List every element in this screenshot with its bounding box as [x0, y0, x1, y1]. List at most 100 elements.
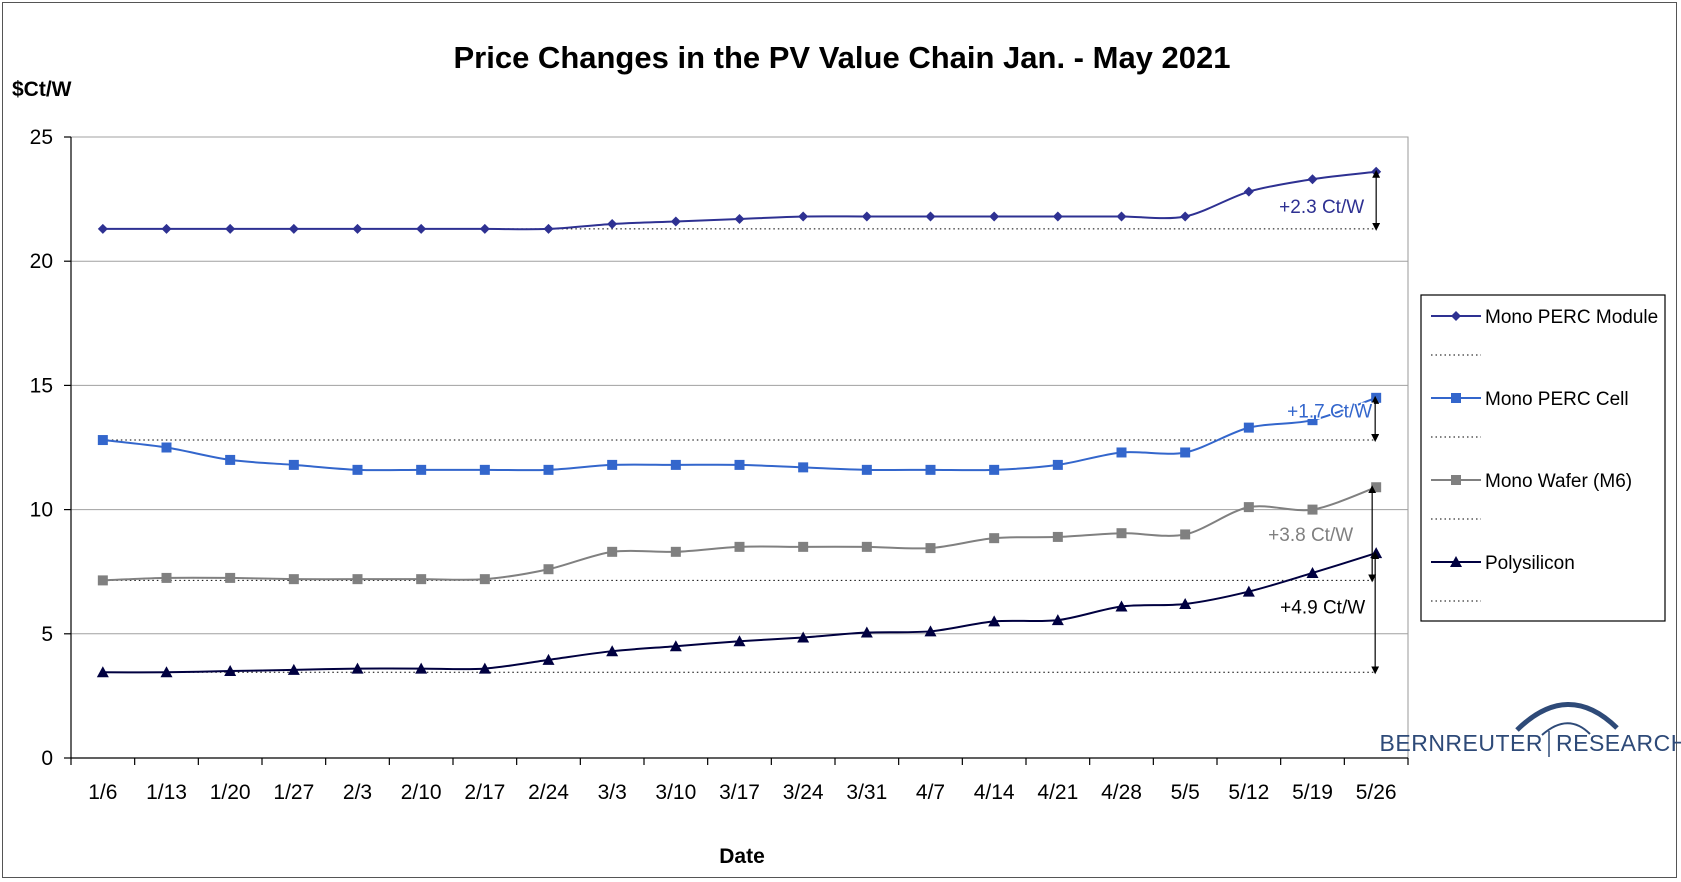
x-tick-label: 5/19 — [1292, 781, 1333, 804]
legend-item: Polysilicon — [1431, 553, 1575, 602]
data-point — [1116, 211, 1127, 222]
data-point — [734, 459, 745, 470]
data-point — [606, 645, 619, 657]
data-point — [351, 662, 364, 674]
data-point — [734, 213, 745, 224]
data-point — [1451, 475, 1461, 485]
y-tick-label: 20 — [30, 250, 53, 273]
x-tick-label: 3/3 — [598, 781, 627, 804]
data-point — [225, 223, 236, 234]
data-point — [607, 218, 618, 229]
data-point — [607, 459, 618, 470]
data-point — [1052, 211, 1063, 222]
data-point — [97, 223, 108, 234]
data-point — [798, 462, 809, 473]
data-point — [288, 223, 299, 234]
data-point — [97, 435, 108, 446]
data-point — [1243, 502, 1254, 513]
series-polysilicon — [96, 547, 1383, 678]
legend-label: Polysilicon — [1485, 553, 1575, 574]
legend-item: Mono PERC Module — [1431, 307, 1658, 356]
x-tick-label: 2/3 — [343, 781, 372, 804]
data-point — [224, 665, 237, 677]
data-point — [161, 223, 172, 234]
x-tick-label: 4/21 — [1037, 781, 1078, 804]
data-point — [1051, 614, 1064, 626]
data-point — [989, 211, 1000, 222]
annotation-layer: +2.3 Ct/W +1.7 Ct/W +3.8 Ct/W +4.9 Ct/W — [1267, 169, 1381, 675]
data-point — [798, 541, 809, 552]
data-point — [734, 541, 745, 552]
data-point — [288, 574, 299, 585]
data-point — [1307, 504, 1318, 515]
data-point — [670, 459, 681, 470]
data-point — [1450, 556, 1462, 567]
data-point — [1371, 392, 1382, 403]
x-tick-label: 1/20 — [210, 781, 251, 804]
data-point — [925, 464, 936, 475]
series-mono-perc-module — [97, 166, 1382, 234]
legend-item: Mono Wafer (M6) — [1431, 471, 1632, 520]
x-tick-label: 3/17 — [719, 781, 760, 804]
data-point — [861, 464, 872, 475]
data-point — [479, 223, 490, 234]
data-point — [861, 541, 872, 552]
data-point — [861, 211, 872, 222]
series-mono-wafer-m6 — [97, 482, 1382, 586]
y-tick-label: 0 — [41, 747, 53, 770]
x-tick-label: 1/13 — [146, 781, 187, 804]
change-label: +3.8 Ct/W — [1268, 525, 1353, 546]
y-tick-label: 10 — [30, 499, 53, 522]
x-tick-label: 5/12 — [1228, 781, 1269, 804]
data-point — [1451, 311, 1461, 321]
data-point — [352, 464, 363, 475]
change-label: +2.3 Ct/W — [1279, 197, 1364, 218]
x-tick-label: 2/10 — [401, 781, 442, 804]
change-label: +1.7 Ct/W — [1287, 401, 1372, 422]
data-point — [542, 653, 555, 665]
data-point — [798, 211, 809, 222]
x-axis: 1/6 1/13 1/20 1/27 2/3 2/10 2/17 2/24 3/3 3/10 3/1… — [70, 757, 1409, 804]
x-tick-label: 3/31 — [846, 781, 887, 804]
x-tick-label: 2/24 — [528, 781, 569, 804]
data-point — [1371, 482, 1382, 493]
y-axis-label: $Ct/W — [12, 78, 72, 101]
logo-text-left: BERNREUTER — [1380, 730, 1543, 756]
data-point — [1115, 600, 1128, 612]
legend-label: Mono Wafer (M6) — [1485, 471, 1632, 492]
data-point — [416, 223, 427, 234]
data-point — [925, 543, 936, 554]
data-point — [416, 464, 427, 475]
chart-title: Price Changes in the PV Value Chain Jan.… — [453, 40, 1230, 75]
x-axis-label: Date — [719, 845, 765, 868]
data-point — [287, 663, 300, 675]
plot-area — [70, 136, 1409, 759]
data-point — [1306, 566, 1319, 578]
y-tick-label: 25 — [30, 126, 53, 149]
x-tick-label: 1/6 — [88, 781, 117, 804]
data-point — [479, 464, 490, 475]
legend: Mono PERC Module Mono PERC Cell Mono Wafer… — [1420, 294, 1666, 622]
data-point — [1307, 174, 1318, 185]
data-point — [352, 574, 363, 585]
x-tick-label: 3/10 — [655, 781, 696, 804]
legend-box — [1420, 294, 1666, 622]
data-point — [161, 572, 172, 583]
data-point — [161, 442, 172, 453]
data-point — [1180, 529, 1191, 540]
data-point — [225, 572, 236, 583]
data-point — [860, 626, 873, 638]
data-point — [288, 459, 299, 470]
data-point — [1116, 528, 1127, 539]
legend-item: Mono PERC Cell — [1431, 389, 1629, 438]
data-point — [925, 211, 936, 222]
logo-text-right: RESEARCH — [1556, 730, 1681, 756]
x-tick-label: 3/24 — [783, 781, 824, 804]
data-point — [1180, 447, 1191, 458]
legend-label: Mono PERC Cell — [1485, 389, 1629, 410]
data-point — [988, 615, 1001, 627]
data-point — [733, 635, 746, 647]
data-point — [479, 574, 490, 585]
